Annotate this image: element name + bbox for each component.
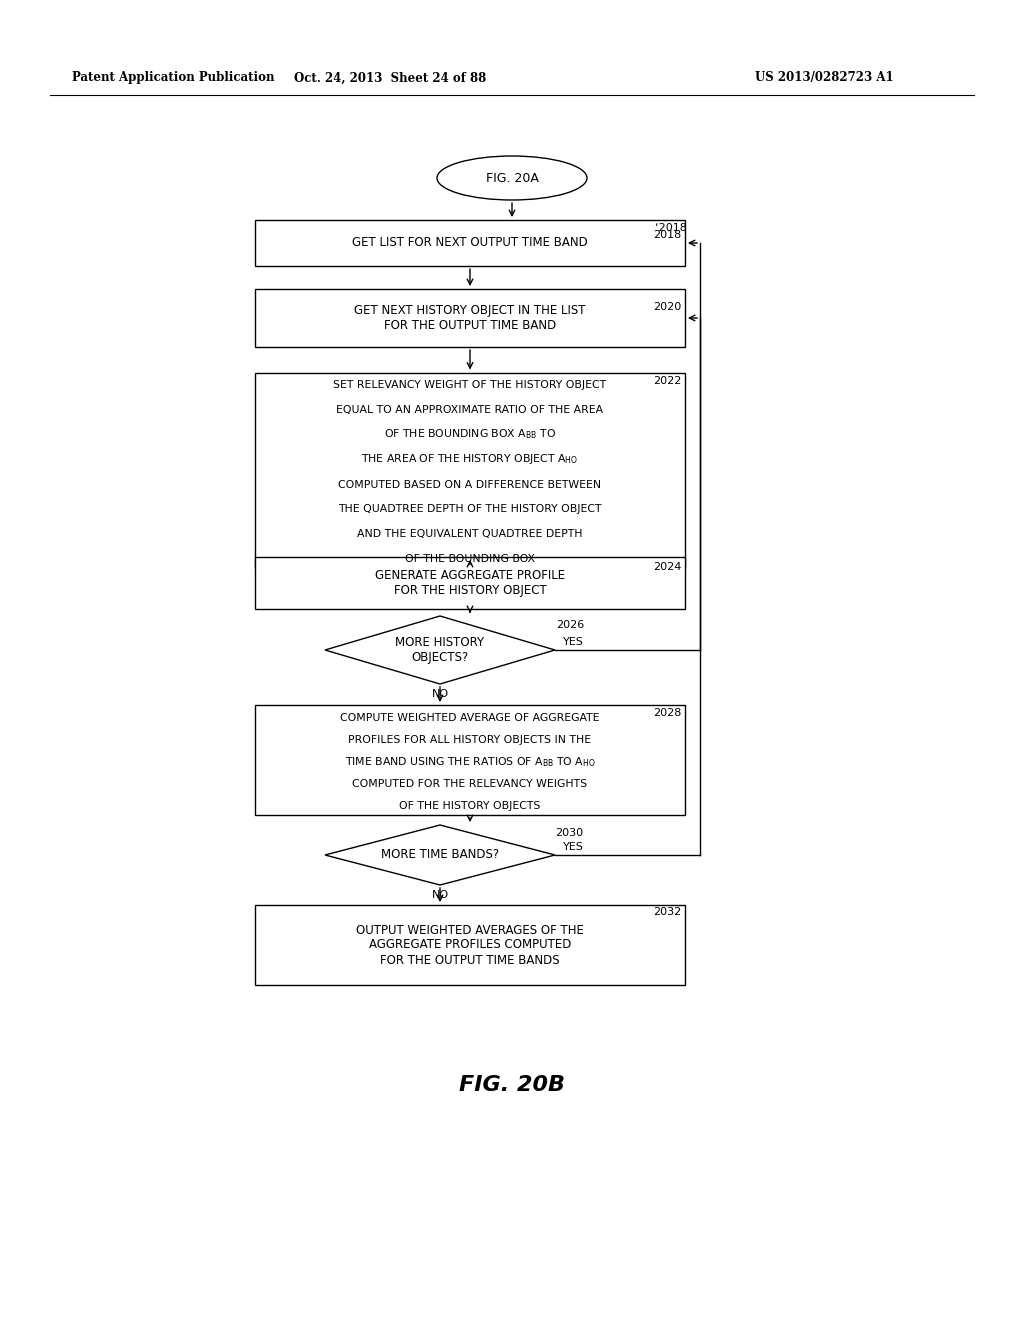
Text: 2020: 2020 [653,302,681,312]
Text: THE AREA OF THE HISTORY OBJECT $\mathregular{A_{HO}}$: THE AREA OF THE HISTORY OBJECT $\mathreg… [361,453,579,466]
Text: Patent Application Publication: Patent Application Publication [72,71,274,84]
Text: 2024: 2024 [653,562,681,572]
Text: PROFILES FOR ALL HISTORY OBJECTS IN THE: PROFILES FOR ALL HISTORY OBJECTS IN THE [348,735,592,744]
Text: MORE TIME BANDS?: MORE TIME BANDS? [381,849,499,862]
Bar [255,906,685,985]
Text: 2026: 2026 [556,620,585,630]
Bar [255,372,685,568]
Text: GENERATE AGGREGATE PROFILE
FOR THE HISTORY OBJECT: GENERATE AGGREGATE PROFILE FOR THE HISTO… [375,569,565,597]
Text: NO: NO [431,890,449,900]
Text: 2022: 2022 [653,376,681,385]
Text: OF THE BOUNDING BOX $\mathregular{A_{BB}}$ TO: OF THE BOUNDING BOX $\mathregular{A_{BB}… [384,428,556,441]
Text: FIG. 20A: FIG. 20A [485,172,539,185]
Polygon shape [325,616,555,684]
Text: GET NEXT HISTORY OBJECT IN THE LIST
FOR THE OUTPUT TIME BAND: GET NEXT HISTORY OBJECT IN THE LIST FOR … [354,304,586,333]
Text: SET RELEVANCY WEIGHT OF THE HISTORY OBJECT: SET RELEVANCY WEIGHT OF THE HISTORY OBJE… [334,380,606,389]
Polygon shape [325,825,555,884]
Text: COMPUTE WEIGHTED AVERAGE OF AGGREGATE: COMPUTE WEIGHTED AVERAGE OF AGGREGATE [340,713,600,723]
Text: OF THE BOUNDING BOX: OF THE BOUNDING BOX [406,554,535,565]
Text: FIG. 20B: FIG. 20B [459,1074,565,1096]
Text: ‘2018: ‘2018 [655,223,687,234]
Text: COMPUTED BASED ON A DIFFERENCE BETWEEN: COMPUTED BASED ON A DIFFERENCE BETWEEN [339,479,601,490]
Text: OF THE HISTORY OBJECTS: OF THE HISTORY OBJECTS [399,801,541,810]
Text: YES: YES [562,842,584,851]
Text: US 2013/0282723 A1: US 2013/0282723 A1 [755,71,894,84]
Text: COMPUTED FOR THE RELEVANCY WEIGHTS: COMPUTED FOR THE RELEVANCY WEIGHTS [352,779,588,789]
Text: Oct. 24, 2013  Sheet 24 of 88: Oct. 24, 2013 Sheet 24 of 88 [294,71,486,84]
Text: 2028: 2028 [653,708,681,718]
Ellipse shape [437,156,587,201]
Text: 2018: 2018 [653,230,681,240]
Text: GET LIST FOR NEXT OUTPUT TIME BAND: GET LIST FOR NEXT OUTPUT TIME BAND [352,236,588,249]
Bar [255,289,685,347]
Text: TIME BAND USING THE RATIOS OF $\mathregular{A_{BB}}$ TO $\mathregular{A_{HO}}$: TIME BAND USING THE RATIOS OF $\mathregu… [345,755,595,768]
Text: YES: YES [562,638,584,647]
Bar [255,220,685,267]
Text: NO: NO [431,689,449,700]
Bar [255,705,685,814]
Text: AND THE EQUIVALENT QUADTREE DEPTH: AND THE EQUIVALENT QUADTREE DEPTH [357,529,583,540]
Text: EQUAL TO AN APPROXIMATE RATIO OF THE AREA: EQUAL TO AN APPROXIMATE RATIO OF THE ARE… [337,404,603,414]
Text: 2032: 2032 [653,907,681,917]
Text: THE QUADTREE DEPTH OF THE HISTORY OBJECT: THE QUADTREE DEPTH OF THE HISTORY OBJECT [338,504,602,515]
Bar [255,557,685,609]
Text: MORE HISTORY
OBJECTS?: MORE HISTORY OBJECTS? [395,636,484,664]
Text: 2030: 2030 [555,828,583,838]
Text: OUTPUT WEIGHTED AVERAGES OF THE
AGGREGATE PROFILES COMPUTED
FOR THE OUTPUT TIME : OUTPUT WEIGHTED AVERAGES OF THE AGGREGAT… [356,924,584,966]
